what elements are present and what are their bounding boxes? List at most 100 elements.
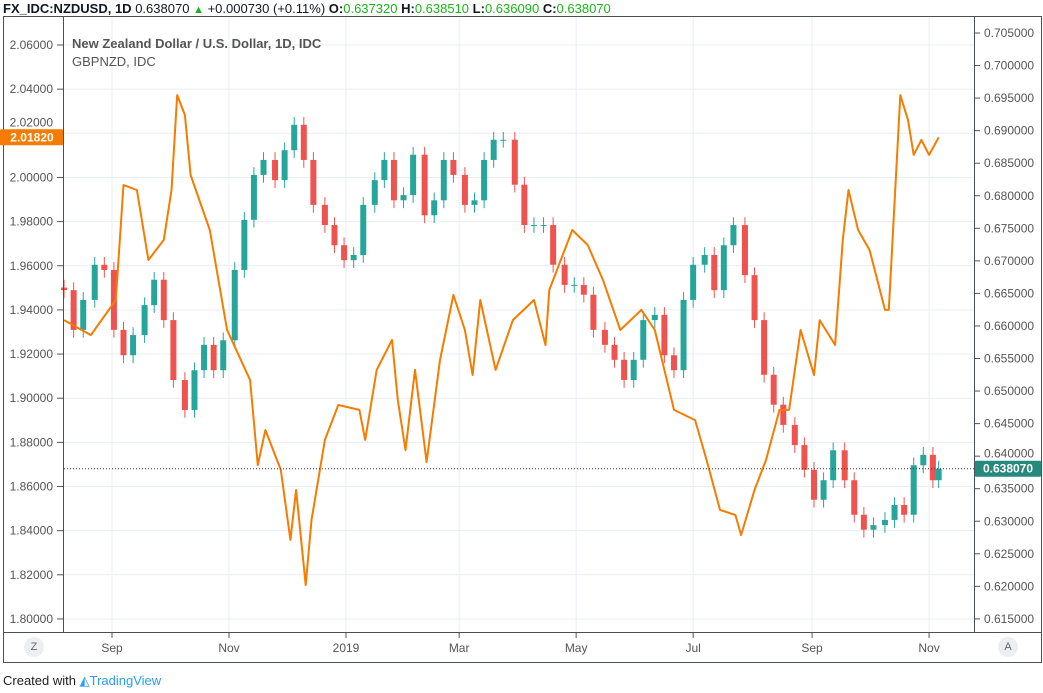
price-change: +0.000730 (+0.11%) [207, 1, 326, 16]
candle-body [791, 424, 798, 446]
time-axis[interactable]: Sep Nov 2019 Mar May Jul Sep Nov [101, 633, 940, 655]
candle [500, 131, 507, 148]
candle-body [621, 359, 628, 380]
candle [231, 262, 238, 349]
time-tick-label: Nov [218, 641, 239, 655]
candle-body [400, 195, 407, 201]
candle-body [421, 154, 428, 216]
right-tick-label: 0.680000 [984, 189, 1034, 203]
candle-body [471, 200, 478, 205]
right-last-value-label: 0.638070 [983, 462, 1033, 476]
tradingview-brand[interactable]: TradingView [89, 673, 162, 688]
candle [331, 217, 338, 254]
right-tick-label: 0.645000 [984, 417, 1034, 431]
candle-body [521, 184, 528, 226]
candle [651, 307, 658, 328]
nzdusd-candles [61, 116, 942, 538]
candle [321, 197, 328, 233]
main-series-legend[interactable]: New Zealand Dollar / U.S. Dollar, 1D, ID… [72, 36, 322, 51]
candle [791, 417, 798, 453]
candle-body [690, 264, 697, 300]
candle [381, 152, 388, 188]
time-tick-label: May [565, 641, 588, 655]
right-price-axis[interactable]: 0.705000 0.700000 0.695000 0.690000 0.685000… [975, 26, 1034, 626]
candle-body [801, 445, 808, 470]
right-tick-label: 0.650000 [984, 384, 1034, 398]
candle [935, 460, 942, 489]
candle-body [310, 159, 317, 205]
right-tick-label: 0.695000 [984, 91, 1034, 105]
candle [640, 312, 647, 368]
zoom-reset-button[interactable]: Z [24, 637, 44, 657]
candle-body [291, 124, 298, 151]
candle-body [70, 290, 77, 330]
candle [770, 366, 777, 413]
candle-body [220, 340, 227, 371]
candle [390, 152, 397, 209]
candle-body [661, 314, 668, 356]
candle-body [550, 225, 557, 265]
right-tick-label: 0.675000 [984, 221, 1034, 235]
candle-body [580, 284, 587, 295]
candle-body [701, 254, 708, 265]
left-tick-label: 1.96000 [10, 259, 54, 273]
candle [481, 152, 488, 209]
left-price-axis[interactable]: 2.06000 2.04000 2.02000 2.00000 1.98000 1.960… [10, 38, 63, 626]
candle [291, 116, 298, 158]
candle [400, 187, 407, 209]
candle [841, 442, 848, 489]
candle-body [651, 314, 658, 321]
candle [440, 152, 447, 209]
candle [371, 172, 378, 213]
candle-body [461, 174, 468, 205]
candle-body [870, 525, 877, 530]
candle-body [371, 180, 378, 205]
candle-body [920, 454, 927, 466]
candle [920, 447, 927, 474]
candle [891, 497, 898, 528]
left-tick-label: 1.90000 [10, 391, 54, 405]
candle-body [540, 225, 547, 227]
auto-scale-button[interactable]: A [998, 637, 1018, 657]
candle-body [191, 370, 198, 410]
open-value: 0.637320 [343, 1, 398, 16]
candle [630, 351, 637, 388]
candle [91, 256, 98, 308]
candle-body [440, 159, 447, 201]
candle [360, 197, 367, 263]
candle-body [250, 174, 257, 220]
candle-body [210, 344, 217, 371]
candle [241, 212, 248, 278]
candle [281, 142, 288, 188]
candle [730, 217, 737, 254]
overlay-series-legend[interactable]: GBPNZD, IDC [72, 54, 156, 69]
right-tick-label: 0.690000 [984, 124, 1034, 138]
candle-body [481, 159, 488, 201]
candle-body [390, 159, 397, 201]
time-axis-frame [3, 632, 1042, 663]
candle [151, 271, 158, 313]
right-tick-label: 0.640000 [984, 447, 1034, 461]
candle [870, 517, 877, 538]
time-tick-label: 2019 [333, 641, 360, 655]
candle-body [281, 150, 288, 181]
candle-body [841, 450, 848, 481]
candle [101, 256, 108, 278]
tradingview-logo-icon: ◭ [79, 673, 90, 688]
candle-body [751, 275, 758, 321]
low-label: L: [472, 1, 485, 16]
candle [530, 217, 537, 233]
candle [141, 297, 148, 343]
candle-body [601, 329, 608, 345]
candle-body [321, 204, 328, 226]
candle-body [201, 344, 208, 371]
close-label: C: [542, 1, 557, 16]
right-tick-label: 0.615000 [984, 612, 1034, 626]
candle-body [410, 154, 417, 196]
candle-body [730, 225, 737, 246]
candle [341, 237, 348, 269]
candle-body [91, 264, 98, 300]
candle [711, 247, 718, 298]
right-tick-label: 0.620000 [984, 579, 1034, 593]
